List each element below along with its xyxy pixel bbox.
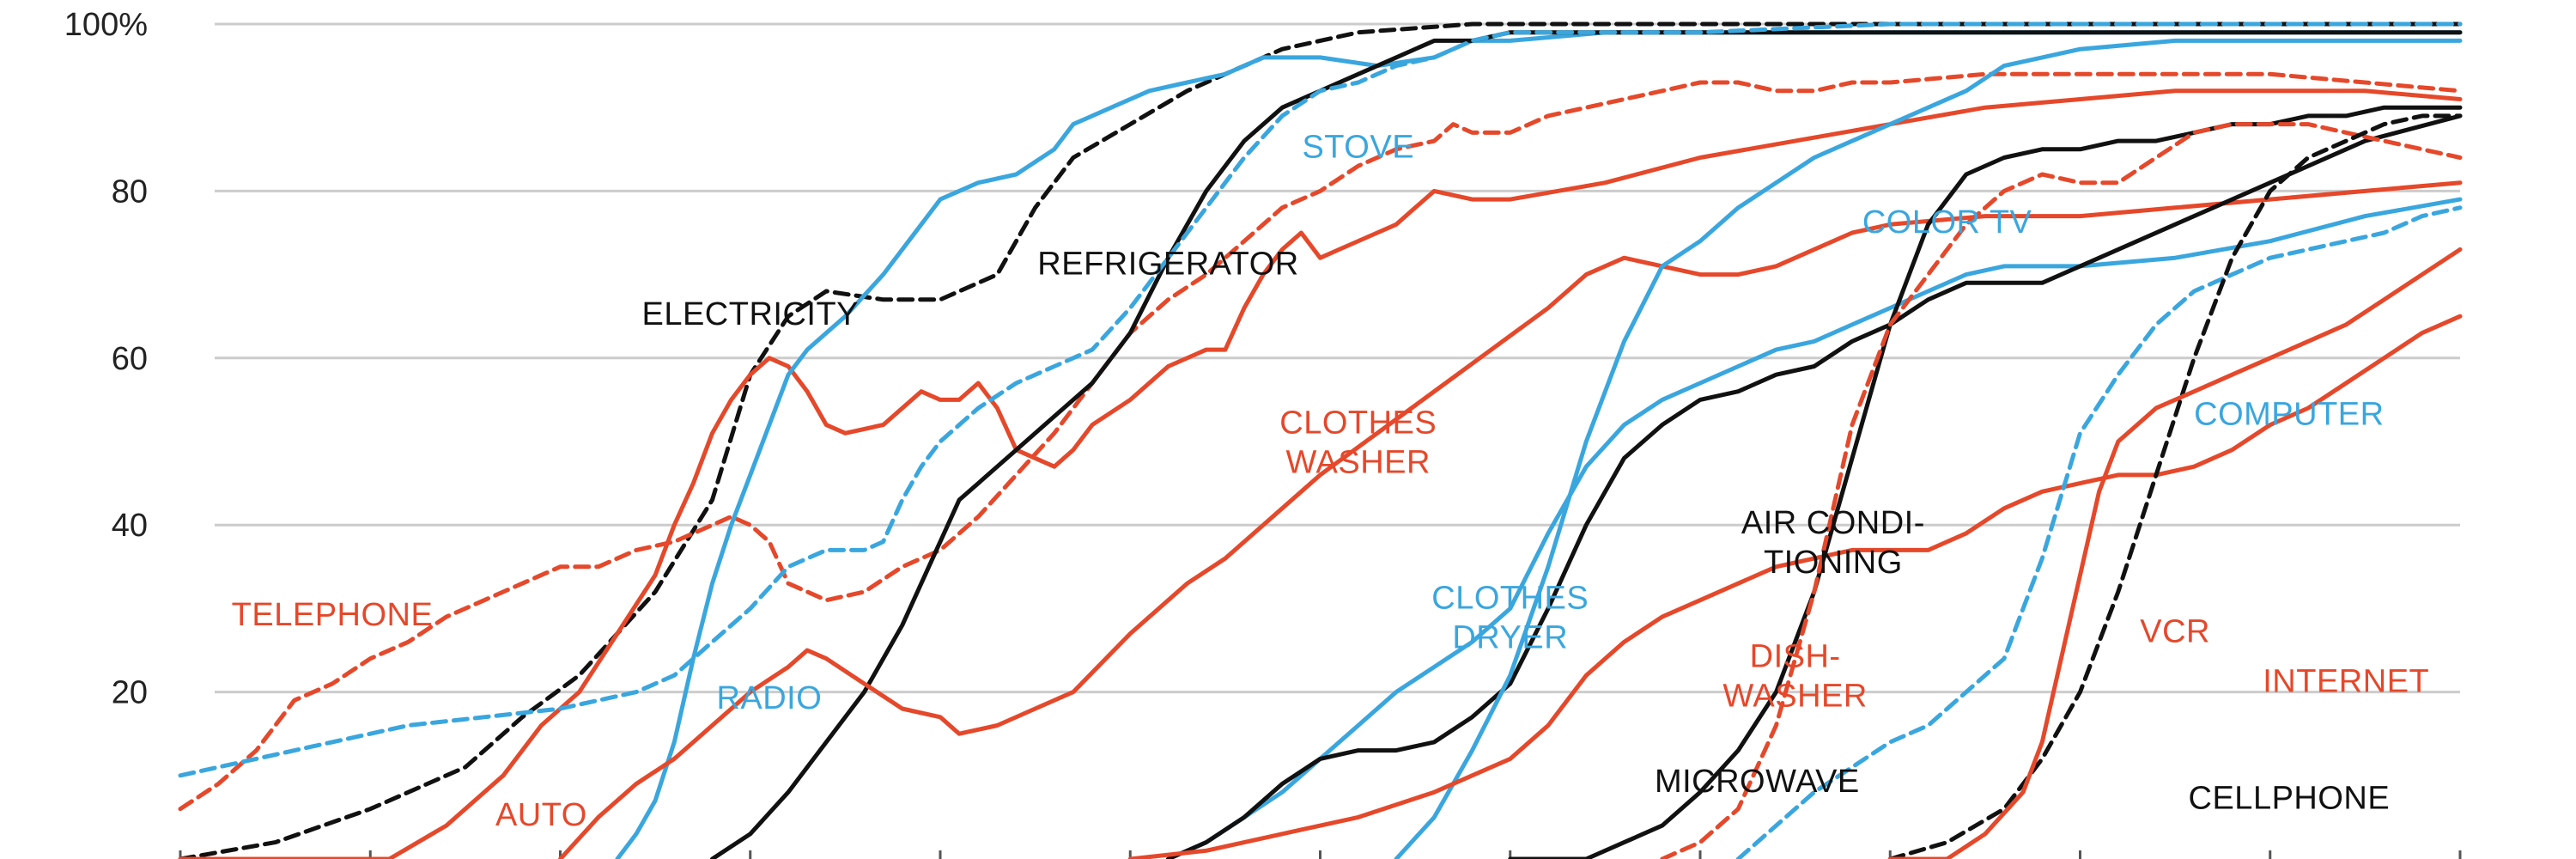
series-label: RADIO <box>716 680 822 716</box>
series-label-line: DISH- <box>1750 638 1841 674</box>
series-line-color-tv <box>1394 38 2463 859</box>
series-label-line: COLOR TV <box>1862 204 2032 241</box>
series-line-microwave <box>1508 105 2463 859</box>
y-tick-label: 100% <box>64 7 148 43</box>
series-label: VCR <box>2140 613 2210 649</box>
series-label: TELEPHONE <box>232 597 434 633</box>
series-label: COLOR TV <box>1862 204 2032 241</box>
series-label-line: ELECTRICITY <box>641 296 859 332</box>
series-label-line: VCR <box>2140 613 2210 649</box>
gridlines <box>215 22 2460 694</box>
series-label: AIR CONDI- TIONING <box>1741 505 1925 581</box>
series-label: ELECTRICITY <box>641 296 859 332</box>
series-label: AUTO <box>495 797 587 833</box>
series-label: INTERNET <box>2263 664 2429 700</box>
series-labels: ELECTRICITY TELEPHONE AUTO RADIO REFRIGERATO… <box>232 130 2429 834</box>
series-line-radio <box>615 30 2463 859</box>
series-label: REFRIGERATOR <box>1037 247 1298 283</box>
series-lines <box>178 21 2463 859</box>
series-label: MICROWAVE <box>1655 764 1860 800</box>
series-label-line: AIR CONDI- <box>1741 505 1925 541</box>
series-label-line: TIONING <box>1764 545 1903 581</box>
series-label-line: CELLPHONE <box>2189 781 2391 817</box>
series-line-vcr <box>1660 122 2463 859</box>
series-label: COMPUTER <box>2194 397 2384 433</box>
series-label-line: INTERNET <box>2263 664 2429 700</box>
series-label-line: COMPUTER <box>2194 397 2384 433</box>
series-line-stove <box>178 21 2463 778</box>
y-tick-label: 60 <box>112 341 148 377</box>
series-line-auto <box>178 88 2463 859</box>
series-label-line: CLOTHES <box>1431 580 1589 616</box>
series-label-line: TELEPHONE <box>232 597 434 633</box>
series-label: CLOTHES DRYER <box>1431 580 1589 655</box>
series-line-computer <box>1735 205 2463 859</box>
series-line-clothes-washer <box>558 180 2463 859</box>
series-label-line: DRYER <box>1452 619 1568 655</box>
series-label-line: REFRIGERATOR <box>1037 247 1298 283</box>
y-tick-label: 80 <box>112 174 148 210</box>
x-axis-tick-marks <box>179 850 2462 859</box>
series-line-clothes-dryer <box>1166 197 2463 859</box>
series-line-air-conditioning <box>1166 113 2463 859</box>
series-label: CLOTHES WASHER <box>1279 405 1437 480</box>
series-label-line: WASHER <box>1286 444 1431 480</box>
y-tick-label: 20 <box>112 675 148 711</box>
series-label-line: RADIO <box>716 680 822 716</box>
series-label-line: STOVE <box>1302 130 1414 166</box>
series-label-line: WASHER <box>1722 678 1867 714</box>
y-tick-label: 40 <box>112 508 148 544</box>
series-label: CELLPHONE <box>2189 781 2391 817</box>
series-line-cellphone <box>1887 113 2463 859</box>
y-axis-tick-labels: 20 40 60 80 100% <box>64 7 148 711</box>
series-label: STOVE <box>1302 130 1414 166</box>
series-label-line: MICROWAVE <box>1655 764 1860 800</box>
series-label: DISH- WASHER <box>1722 638 1867 714</box>
series-label-line: CLOTHES <box>1279 405 1437 441</box>
series-line-internet <box>1887 247 2463 859</box>
series-line-dish-washer <box>1127 314 2463 859</box>
series-label-line: AUTO <box>495 797 587 833</box>
